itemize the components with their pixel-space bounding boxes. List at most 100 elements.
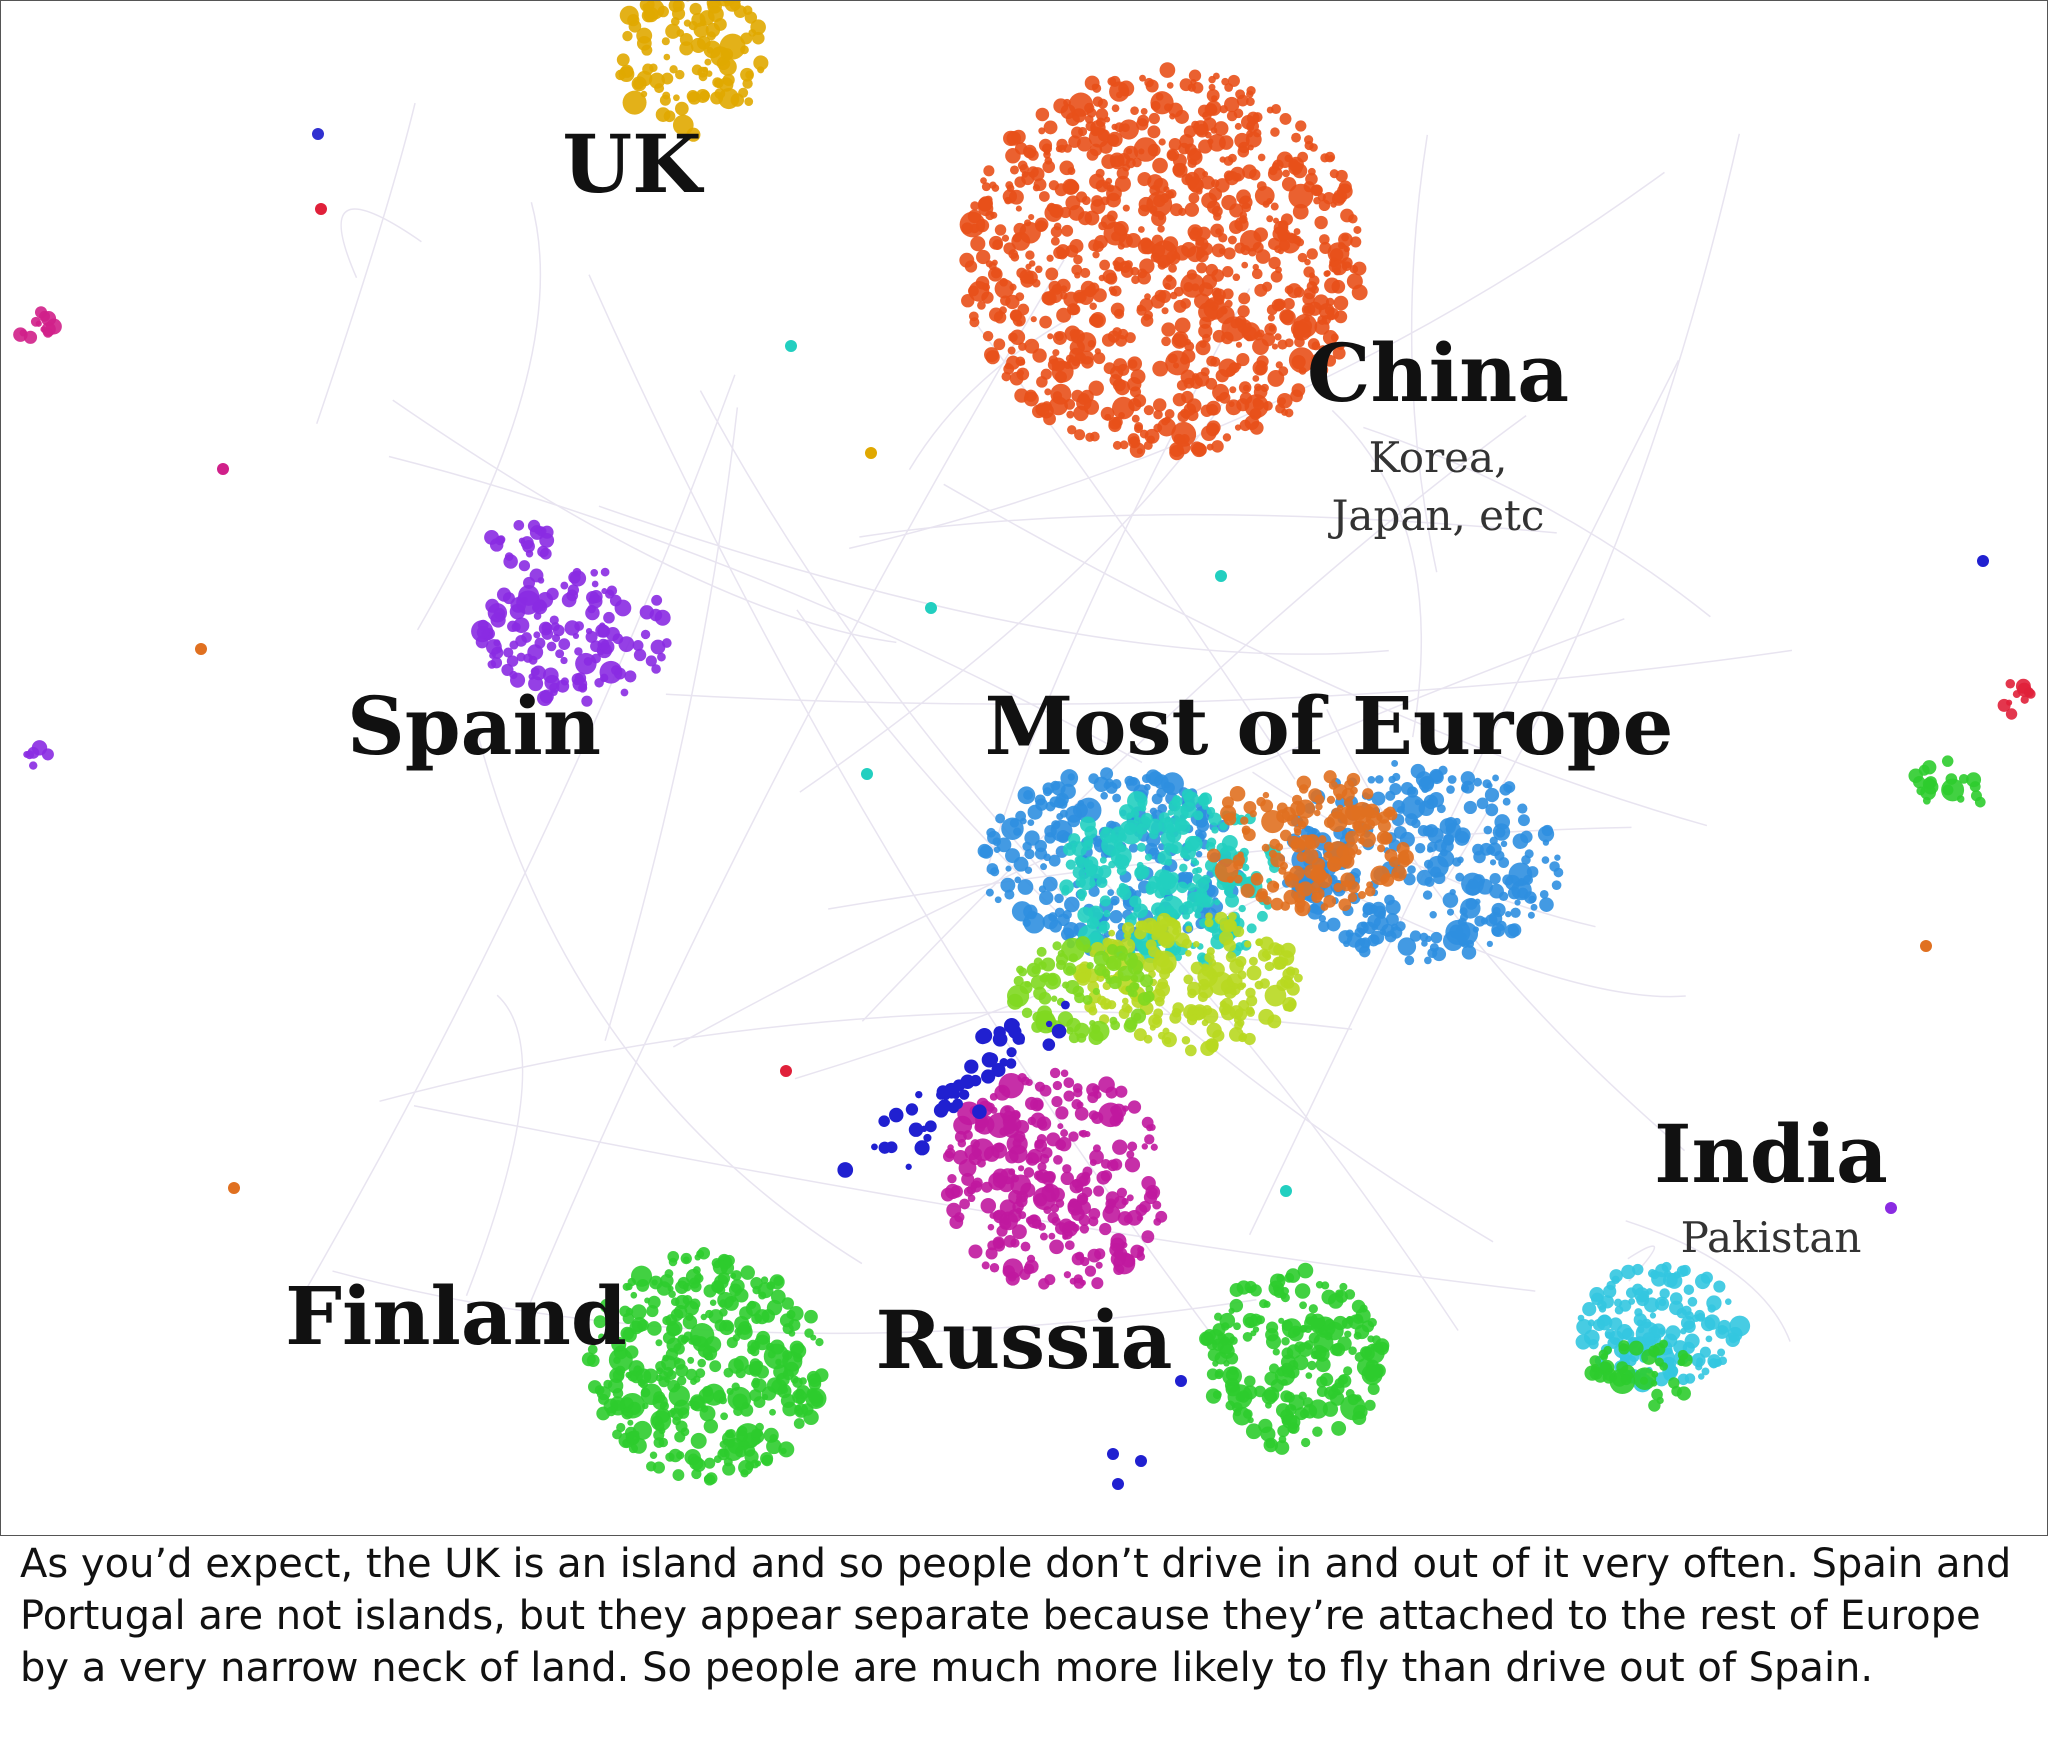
node <box>1514 899 1521 906</box>
node <box>1625 1287 1637 1299</box>
node <box>1067 773 1075 781</box>
node <box>1118 119 1139 140</box>
node <box>1254 1385 1266 1398</box>
node <box>1295 799 1316 819</box>
node <box>1308 1304 1318 1314</box>
node <box>1479 842 1493 856</box>
node <box>1409 930 1422 942</box>
node <box>1256 181 1267 191</box>
node <box>593 1315 607 1329</box>
node <box>1333 267 1341 276</box>
node <box>1137 799 1146 808</box>
node <box>1438 765 1448 775</box>
node <box>1017 879 1034 895</box>
node <box>1112 1478 1124 1490</box>
node <box>1293 890 1306 903</box>
node <box>999 1211 1019 1231</box>
node <box>1103 973 1111 980</box>
node <box>750 19 766 35</box>
node <box>1226 876 1235 884</box>
node <box>1310 867 1327 884</box>
node <box>1035 107 1050 122</box>
node <box>1047 1212 1059 1224</box>
node <box>1229 220 1243 234</box>
node <box>1229 386 1237 394</box>
node <box>1278 397 1287 406</box>
node <box>1047 333 1054 340</box>
node <box>1922 796 1931 805</box>
node <box>936 1085 950 1098</box>
node <box>704 1336 722 1353</box>
node <box>1205 299 1215 308</box>
node <box>631 1304 647 1320</box>
node <box>1541 856 1550 864</box>
node <box>1124 332 1136 344</box>
node <box>1137 226 1145 233</box>
node <box>1132 157 1142 168</box>
node <box>1355 849 1362 856</box>
node <box>1166 148 1180 162</box>
node <box>1132 394 1147 408</box>
node <box>1243 1032 1256 1045</box>
node <box>1185 171 1200 187</box>
node <box>1233 1322 1241 1331</box>
node <box>1245 334 1253 342</box>
node <box>587 604 596 614</box>
node <box>689 2 702 16</box>
node <box>1314 794 1325 805</box>
node <box>1044 156 1053 165</box>
node <box>788 1319 801 1331</box>
node <box>1152 925 1165 938</box>
node <box>622 90 647 115</box>
node <box>1024 848 1035 860</box>
node <box>1246 1007 1256 1017</box>
node <box>1208 83 1216 91</box>
node <box>1006 1047 1017 1058</box>
node <box>1137 270 1152 285</box>
node <box>1318 835 1327 844</box>
node <box>1018 967 1028 977</box>
node <box>1255 249 1271 264</box>
node <box>1307 167 1316 176</box>
node <box>1122 1105 1129 1112</box>
node <box>1003 1235 1017 1248</box>
node <box>1076 395 1092 411</box>
node <box>558 638 571 650</box>
node <box>769 1434 778 1443</box>
node <box>1215 228 1222 235</box>
node <box>1370 865 1391 886</box>
node <box>1269 838 1281 850</box>
node <box>1264 984 1287 1007</box>
node <box>1209 424 1219 433</box>
node <box>1017 786 1036 805</box>
node <box>1264 323 1277 336</box>
node <box>704 58 712 66</box>
node <box>1223 939 1237 952</box>
node <box>1265 1327 1279 1342</box>
node <box>1093 776 1110 793</box>
node <box>1343 1366 1353 1376</box>
node <box>697 1358 707 1368</box>
node <box>1136 842 1146 852</box>
node <box>1280 1354 1296 1370</box>
node <box>991 1063 1006 1078</box>
node <box>727 1386 752 1411</box>
node <box>1108 976 1122 990</box>
node <box>1233 874 1243 884</box>
node <box>1460 771 1475 786</box>
node <box>1196 952 1208 963</box>
node <box>1086 801 1095 809</box>
node <box>1073 254 1083 265</box>
node <box>1649 1312 1657 1319</box>
node <box>1293 329 1304 340</box>
node <box>1041 1147 1053 1159</box>
node <box>923 1133 932 1142</box>
node <box>1172 1002 1184 1014</box>
node <box>1246 86 1256 96</box>
node <box>651 1279 658 1286</box>
node <box>1476 797 1489 810</box>
node <box>1166 823 1175 833</box>
node <box>1187 988 1197 999</box>
node <box>1659 1288 1670 1299</box>
node <box>1306 248 1318 260</box>
